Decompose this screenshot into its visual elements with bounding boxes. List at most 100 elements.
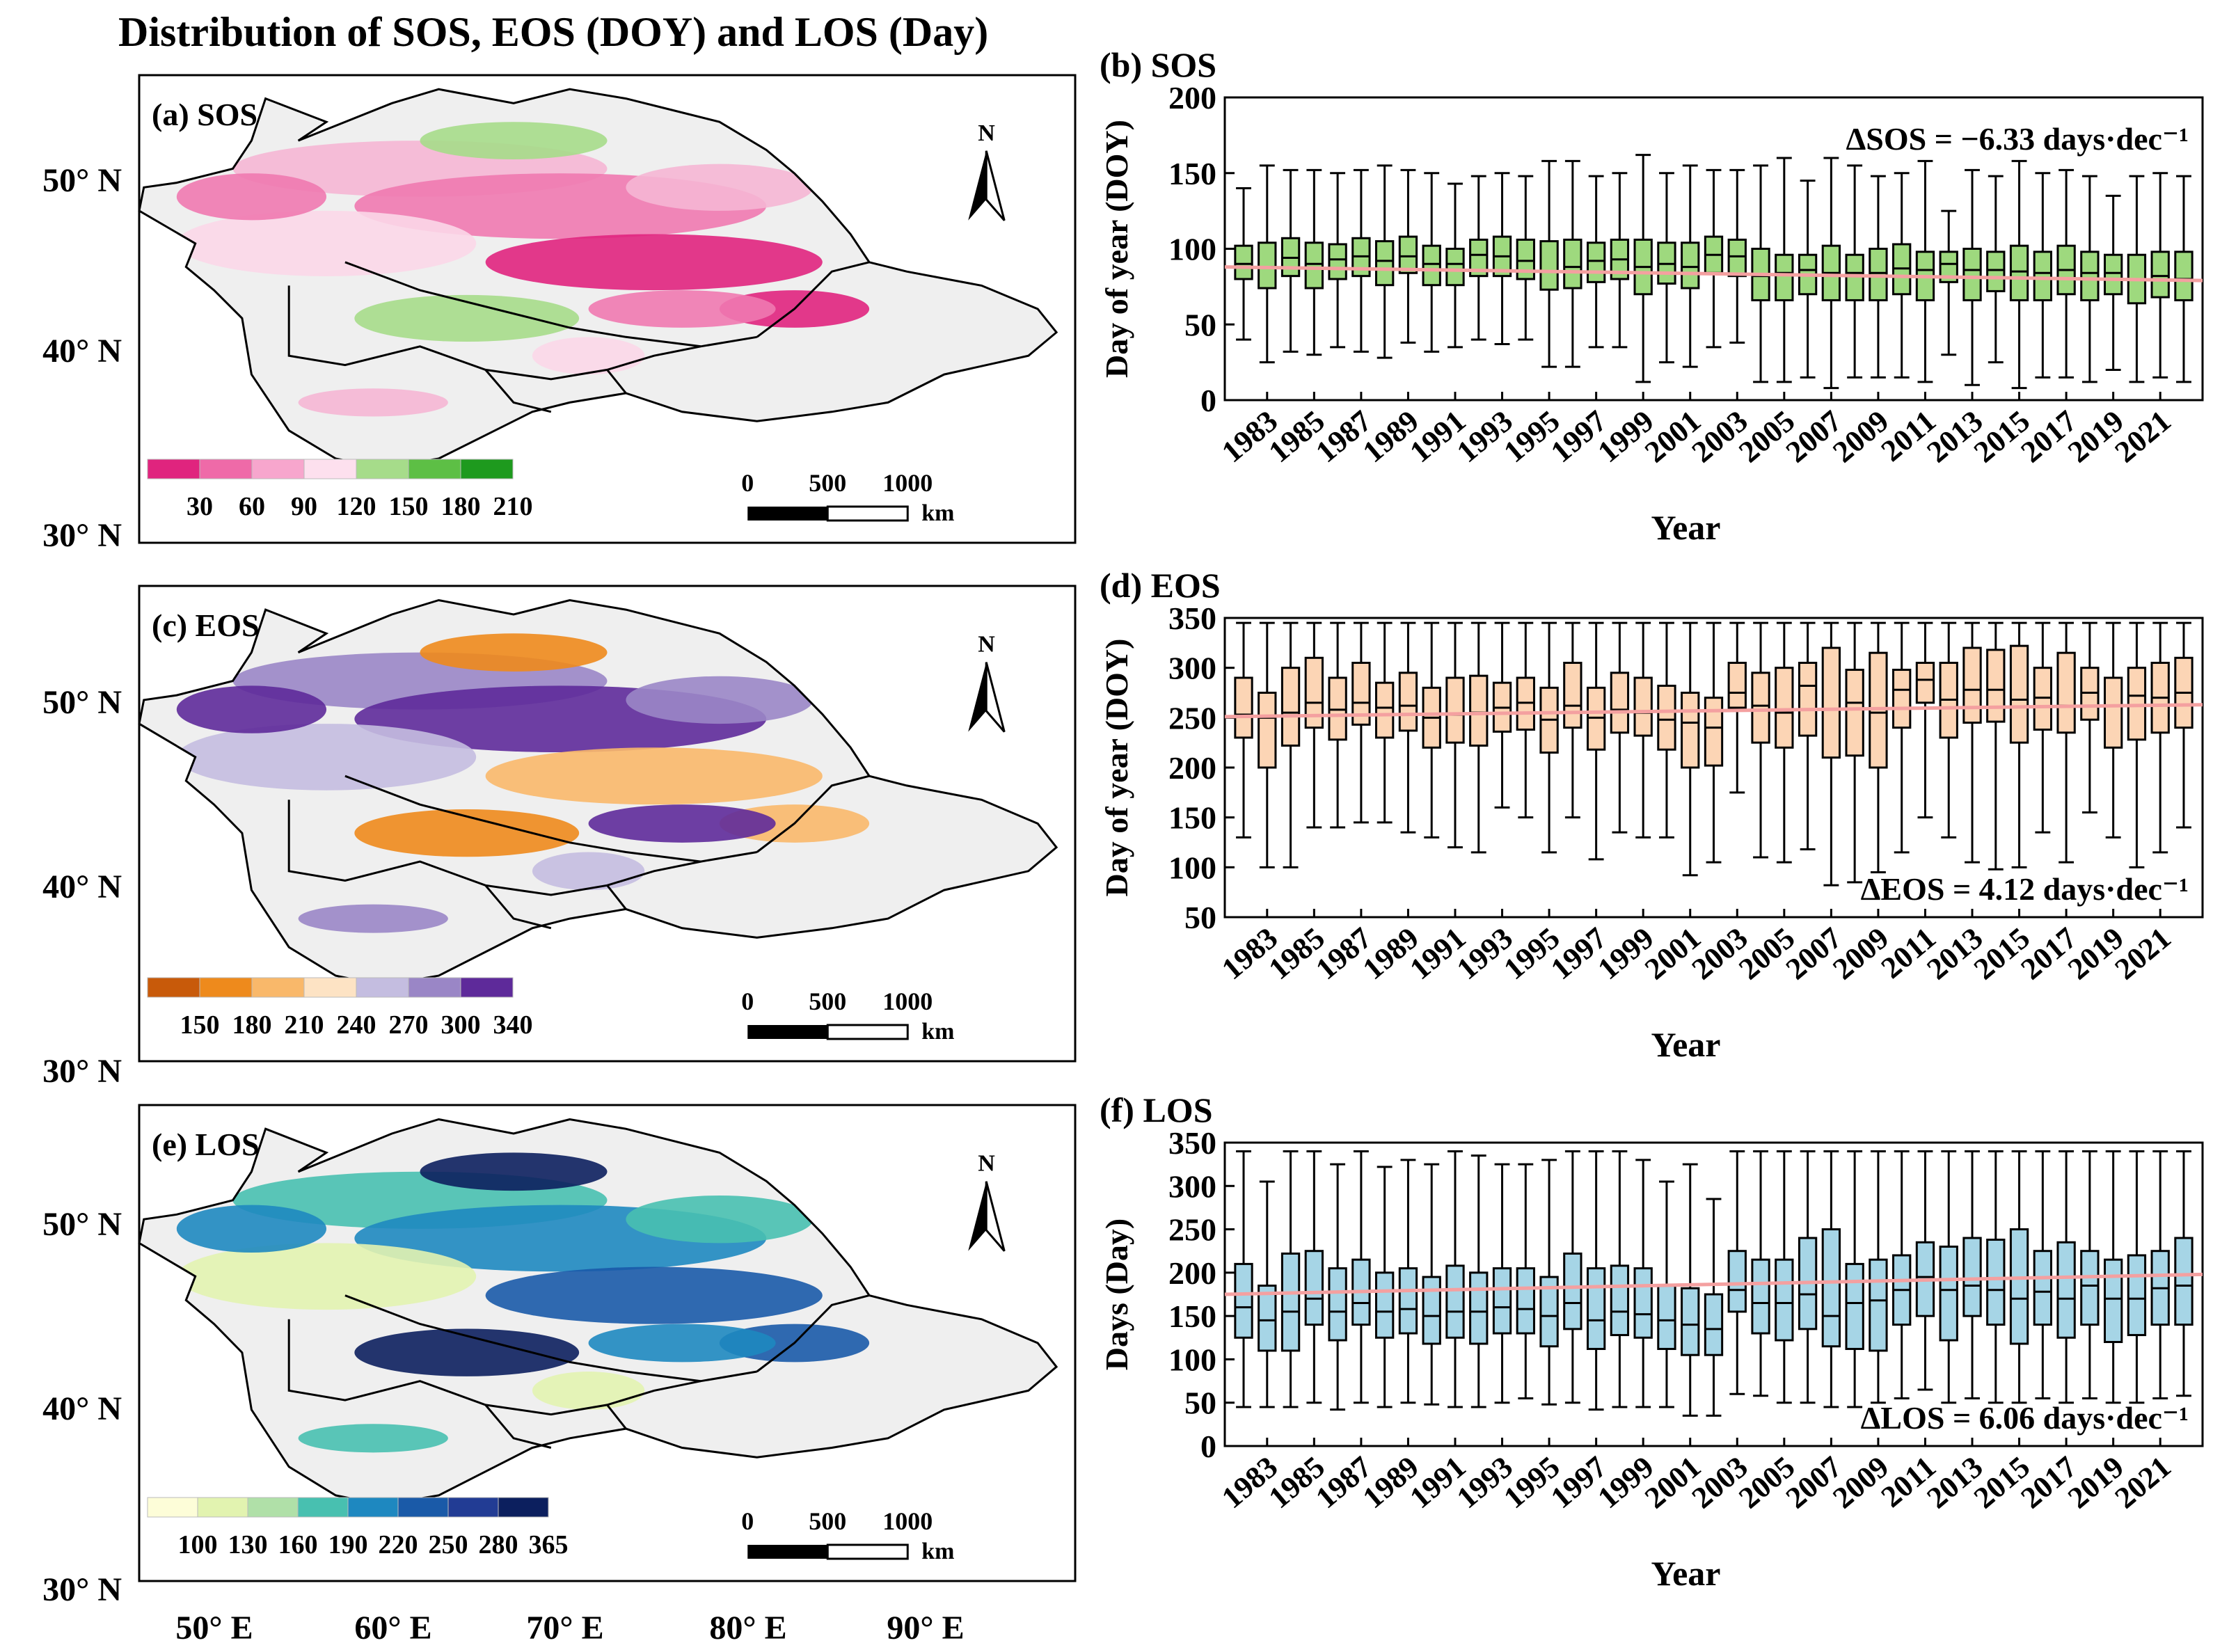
box-1986 <box>1328 1163 1347 1411</box>
box-iqr <box>1657 684 1676 751</box>
lat-label: 40° N <box>42 868 122 905</box>
los-map-fill <box>176 1152 870 1453</box>
x-axis-label: Year <box>1651 1554 1721 1593</box>
lon-label: 60° E <box>354 1610 431 1646</box>
box-2017 <box>2056 168 2076 379</box>
los-map-region <box>485 1266 823 1324</box>
los-map-region <box>176 1205 326 1253</box>
los-map-region <box>298 1424 448 1453</box>
box-2009 <box>1869 621 1888 873</box>
box-iqr <box>1821 646 1841 759</box>
box-1984 <box>1280 1150 1301 1408</box>
legend-label: 150 <box>389 492 429 521</box>
legend-label: 300 <box>441 1010 481 1040</box>
box-iqr <box>1304 1250 1324 1326</box>
box-1986 <box>1328 621 1347 829</box>
box-2018 <box>2080 175 2100 383</box>
los-map-outline <box>138 1118 1058 1507</box>
box-2019 <box>2104 1150 2123 1404</box>
box-2020 <box>2127 621 2147 868</box>
legend-label: 240 <box>337 1010 376 1040</box>
box-iqr <box>2104 676 2123 749</box>
los-map-region <box>354 1328 580 1376</box>
x-tick-label: 2021 <box>2109 921 2178 986</box>
box-1988 <box>1375 621 1395 824</box>
legend-swatch <box>460 459 514 479</box>
trend-line <box>1224 1272 2203 1296</box>
trend-line <box>1224 265 2203 283</box>
y-tick-label: 0 <box>1200 1429 1216 1464</box>
box-1997 <box>1586 1150 1606 1411</box>
box-iqr <box>1445 248 1465 287</box>
box-iqr <box>1962 1237 1982 1317</box>
box-1991 <box>1445 1150 1465 1408</box>
box-1999 <box>1633 621 1653 839</box>
box-iqr <box>1422 1276 1441 1345</box>
box-iqr <box>1681 1287 1700 1356</box>
box-1992 <box>1469 621 1489 854</box>
box-iqr <box>1234 244 1253 280</box>
box-2017 <box>2056 1150 2076 1404</box>
box-iqr <box>1704 697 1724 767</box>
box-2013 <box>1962 1150 1982 1399</box>
sos-map-border <box>484 369 552 413</box>
box-iqr <box>1610 672 1630 734</box>
scale-tick: 500 <box>809 469 846 497</box>
eos-map-region <box>626 676 814 724</box>
y-tick-label: 200 <box>1168 1255 1216 1291</box>
los-map-label: (e) LOS <box>152 1127 260 1162</box>
box-iqr <box>2104 1258 2123 1344</box>
box-1999 <box>1633 154 1653 383</box>
box-iqr <box>2033 251 2052 301</box>
sos-map-border <box>756 261 870 338</box>
scale-tick: 0 <box>741 1507 754 1535</box>
box-2001 <box>1681 621 1700 877</box>
box-1985 <box>1304 168 1324 356</box>
box-iqr <box>1469 674 1489 747</box>
box-2006 <box>1798 1150 1818 1404</box>
box-iqr <box>1375 1271 1395 1339</box>
legend-label: 60 <box>239 492 265 521</box>
box-2000 <box>1657 172 1676 364</box>
sos-map-region <box>485 234 823 291</box>
legend-label: 280 <box>479 1530 518 1559</box>
sos-map-region <box>298 388 448 417</box>
lon-label: 50° E <box>175 1610 253 1646</box>
box-1995 <box>1539 621 1559 854</box>
box-2014 <box>1986 175 2006 364</box>
box-2004 <box>1751 1150 1770 1397</box>
y-tick-label: 250 <box>1168 1212 1216 1248</box>
lat-label: 50° N <box>42 162 122 199</box>
lon-label: 90° E <box>887 1610 964 1646</box>
box-iqr <box>1727 1250 1747 1313</box>
box-iqr <box>1633 676 1653 737</box>
box-1987 <box>1351 1150 1371 1404</box>
box-1987 <box>1351 168 1371 353</box>
box-2006 <box>1798 180 1818 379</box>
scale-unit: km <box>921 500 954 526</box>
box-iqr <box>1751 1258 1770 1335</box>
sos-map-region <box>532 337 645 375</box>
box-2014 <box>1986 621 2006 871</box>
eos-map-border <box>756 775 870 853</box>
box-iqr <box>1234 1262 1253 1339</box>
legend-label: 150 <box>180 1010 220 1040</box>
box-1998 <box>1610 1150 1630 1408</box>
box-iqr <box>1845 669 1864 757</box>
y-tick-label: 150 <box>1168 156 1216 191</box>
box-iqr <box>1845 1262 1864 1350</box>
legend-swatch <box>147 1497 198 1518</box>
legend-label: 210 <box>493 492 533 521</box>
box-1996 <box>1563 621 1582 819</box>
box-iqr <box>1328 243 1347 280</box>
x-tick-label: 2021 <box>2109 1450 2178 1515</box>
x-axis-label: Year <box>1651 1025 1721 1064</box>
box-iqr <box>1539 240 1559 291</box>
box-iqr <box>1516 1267 1535 1335</box>
legend-label: 90 <box>291 492 317 521</box>
legend-swatch <box>251 459 305 479</box>
y-axis-label: Day of year (DOY) <box>1099 120 1134 378</box>
box-iqr <box>2009 644 2029 744</box>
box-2021 <box>2150 1150 2170 1399</box>
